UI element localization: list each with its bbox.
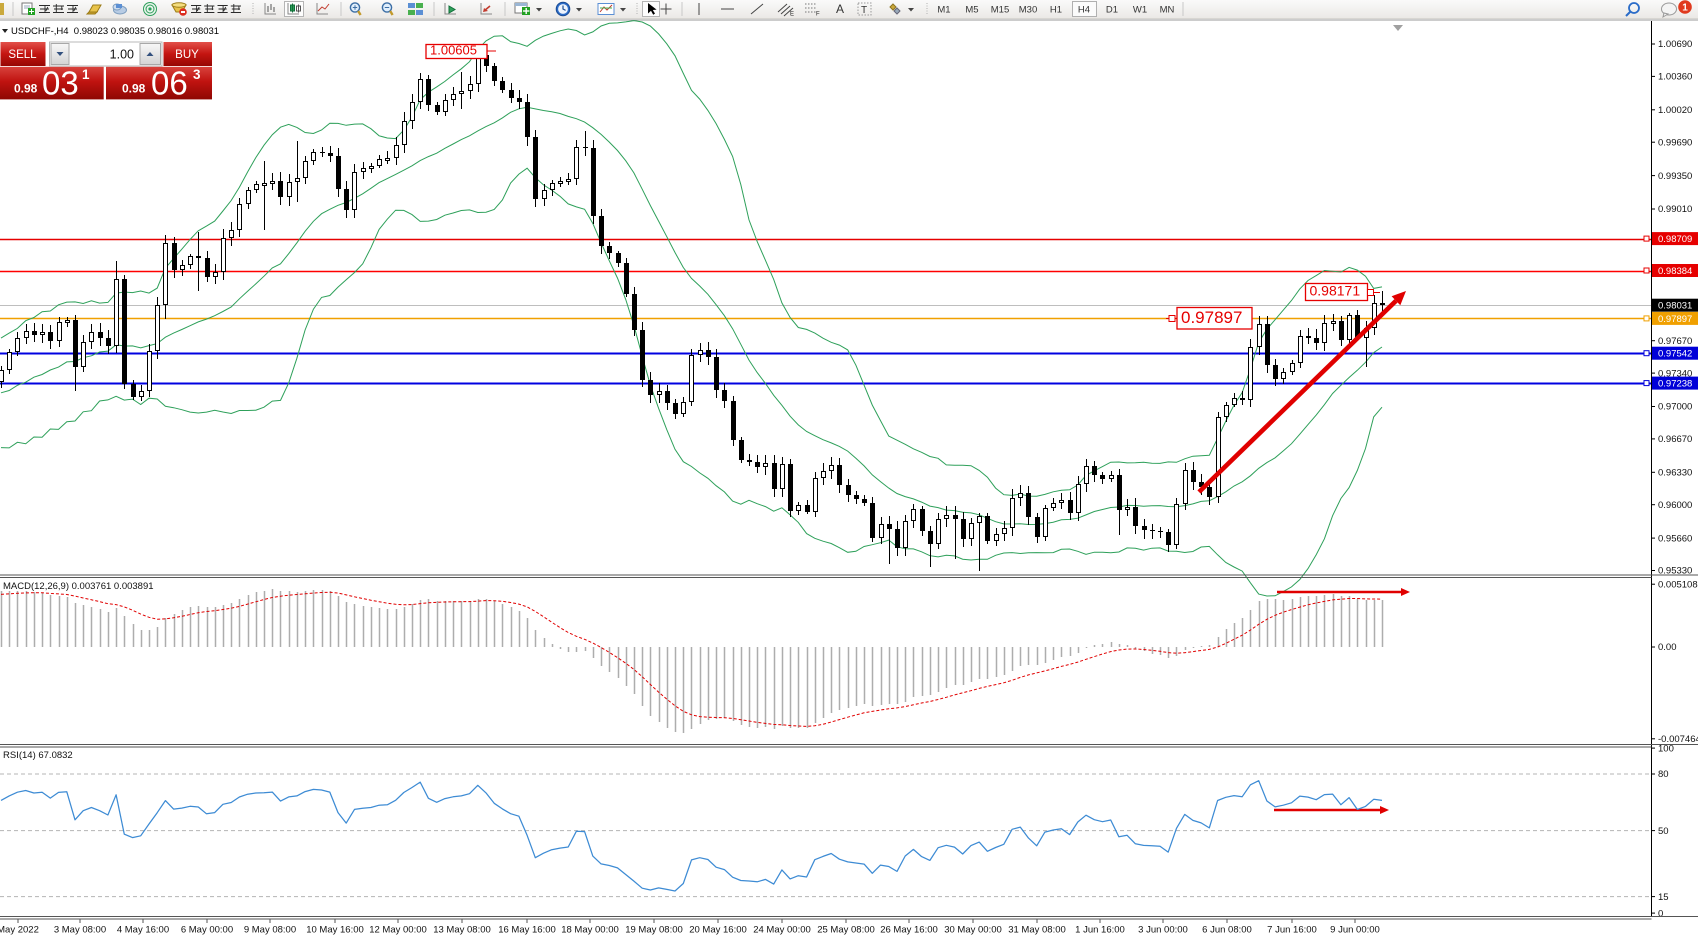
svg-text:0.97000: 0.97000 [1658, 402, 1692, 413]
svg-text:May 2022: May 2022 [0, 925, 39, 936]
svg-text:9 Jun 00:00: 9 Jun 00:00 [1330, 925, 1380, 936]
svg-text:0.98031: 0.98031 [1658, 301, 1692, 312]
svg-text:H4: H4 [1078, 5, 1090, 16]
svg-text:0.97340: 0.97340 [1658, 368, 1692, 379]
svg-text:1.00020: 1.00020 [1658, 105, 1692, 116]
svg-text:7 Jun 16:00: 7 Jun 16:00 [1267, 925, 1317, 936]
svg-text:W1: W1 [1133, 5, 1147, 16]
svg-text:26 May 16:00: 26 May 16:00 [880, 925, 938, 936]
svg-text:6 May 00:00: 6 May 00:00 [181, 925, 233, 936]
svg-text:20 May 16:00: 20 May 16:00 [689, 925, 747, 936]
svg-text:F: F [816, 12, 820, 18]
svg-text:RSI(14) 67.0832: RSI(14) 67.0832 [3, 750, 73, 761]
svg-text:0.96000: 0.96000 [1658, 500, 1692, 511]
svg-text:30 May 00:00: 30 May 00:00 [944, 925, 1002, 936]
svg-text:50: 50 [1658, 826, 1669, 837]
svg-text:0.005108: 0.005108 [1658, 579, 1698, 590]
svg-text:15: 15 [1658, 892, 1669, 903]
svg-text:0.97542: 0.97542 [1658, 349, 1692, 360]
svg-text:T: T [861, 5, 867, 16]
svg-text:0.98709: 0.98709 [1658, 234, 1692, 245]
svg-text:12 May 00:00: 12 May 00:00 [369, 925, 427, 936]
svg-text:16 May 16:00: 16 May 16:00 [498, 925, 556, 936]
svg-text:MN: MN [1160, 5, 1175, 16]
svg-text:E: E [790, 12, 794, 18]
svg-text:31 May 08:00: 31 May 08:00 [1008, 925, 1066, 936]
svg-text:0.98384: 0.98384 [1658, 266, 1692, 277]
svg-text:0.99690: 0.99690 [1658, 137, 1692, 148]
svg-text:1.00360: 1.00360 [1658, 72, 1692, 83]
svg-text:A: A [836, 2, 844, 16]
svg-text:1 Jun 16:00: 1 Jun 16:00 [1075, 925, 1125, 936]
svg-text:0.97897: 0.97897 [1181, 308, 1242, 327]
svg-text:10 May 16:00: 10 May 16:00 [306, 925, 364, 936]
svg-text:100: 100 [1658, 743, 1674, 754]
svg-text:-0.007464: -0.007464 [1658, 734, 1698, 745]
svg-text:3: 3 [193, 67, 201, 82]
svg-text:25 May 08:00: 25 May 08:00 [817, 925, 875, 936]
svg-text:0.99350: 0.99350 [1658, 171, 1692, 182]
svg-text:9 May 08:00: 9 May 08:00 [244, 925, 296, 936]
svg-text:1.00: 1.00 [110, 48, 134, 62]
svg-text:18 May 00:00: 18 May 00:00 [561, 925, 619, 936]
svg-text:24 May 00:00: 24 May 00:00 [753, 925, 811, 936]
svg-text:19 May 08:00: 19 May 08:00 [625, 925, 683, 936]
svg-text:80: 80 [1658, 769, 1669, 780]
svg-text:1.00690: 1.00690 [1658, 39, 1692, 50]
svg-text:M5: M5 [965, 5, 978, 16]
svg-text:M1: M1 [937, 5, 950, 16]
svg-text:D1: D1 [1106, 5, 1118, 16]
svg-text:6 Jun 08:00: 6 Jun 08:00 [1202, 925, 1252, 936]
svg-text:M30: M30 [1019, 5, 1037, 16]
svg-text:4 May 16:00: 4 May 16:00 [117, 925, 169, 936]
svg-text:06: 06 [151, 65, 188, 102]
svg-text:1: 1 [1682, 3, 1688, 14]
svg-text:H1: H1 [1050, 5, 1062, 16]
svg-text:0.96330: 0.96330 [1658, 468, 1692, 479]
svg-text:BUY: BUY [175, 49, 199, 61]
svg-text:0.98171: 0.98171 [1310, 283, 1361, 299]
svg-text:0.00: 0.00 [1658, 642, 1677, 653]
svg-text:MACD(12,26,9) 0.003761 0.00389: MACD(12,26,9) 0.003761 0.003891 [3, 581, 154, 592]
svg-text:0.95330: 0.95330 [1658, 566, 1692, 577]
svg-text:13 May 08:00: 13 May 08:00 [433, 925, 491, 936]
svg-text:USDCHF-,H4 0.98023 0.98035 0.: USDCHF-,H4 0.98023 0.98035 0.98016 0.980… [11, 26, 219, 37]
svg-text:SELL: SELL [8, 49, 37, 61]
svg-text:0.98: 0.98 [122, 82, 146, 96]
svg-text:1.00605: 1.00605 [430, 43, 477, 58]
svg-text:0.97670: 0.97670 [1658, 336, 1692, 347]
svg-text:0.99010: 0.99010 [1658, 204, 1692, 215]
svg-text:M15: M15 [991, 5, 1009, 16]
svg-text:0.97897: 0.97897 [1658, 314, 1692, 325]
svg-text:0: 0 [1658, 908, 1663, 919]
svg-text:3 Jun 00:00: 3 Jun 00:00 [1138, 925, 1188, 936]
svg-text:0.97238: 0.97238 [1658, 379, 1692, 390]
svg-text:0.95660: 0.95660 [1658, 533, 1692, 544]
svg-text:03: 03 [42, 65, 79, 102]
svg-text:0.98: 0.98 [14, 82, 38, 96]
svg-text:0.96670: 0.96670 [1658, 434, 1692, 445]
svg-text:3 May 08:00: 3 May 08:00 [54, 925, 106, 936]
svg-text:1: 1 [82, 67, 90, 82]
